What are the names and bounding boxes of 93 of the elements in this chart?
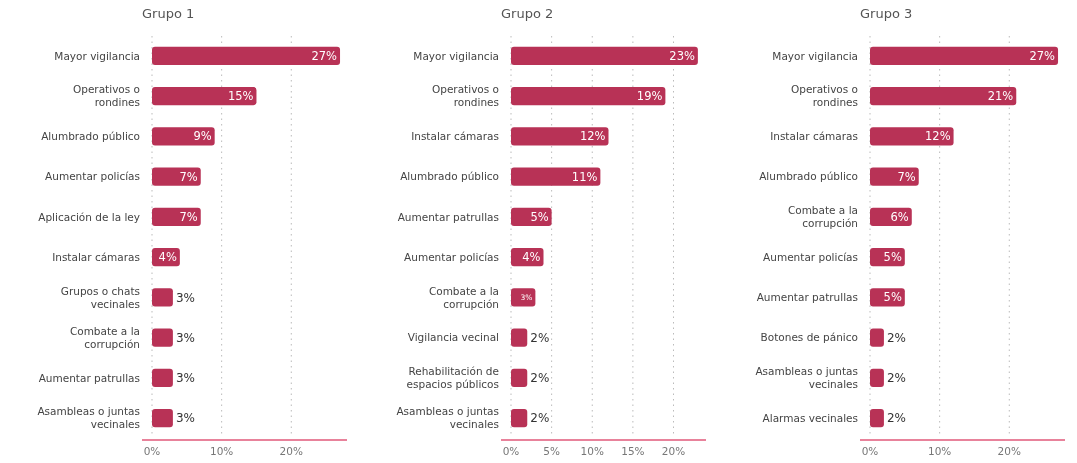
data-label: 9%: [193, 129, 212, 144]
x-tick-label: 0%: [143, 445, 161, 457]
data-label: 3%: [175, 411, 195, 426]
y-tick-label: Aumentar patrullas: [397, 210, 499, 223]
data-label: 5%: [883, 250, 902, 265]
data-label: 4%: [158, 250, 177, 265]
data-label: 2%: [886, 411, 906, 426]
data-label: 12%: [925, 129, 951, 144]
data-label: 5%: [530, 209, 549, 224]
bar: [152, 46, 341, 65]
bar: [511, 87, 666, 106]
bar: [870, 409, 884, 428]
y-tick-label: Instalar cámaras: [411, 130, 499, 143]
y-tick-label: Mayor vigilancia: [413, 49, 499, 62]
y-tick-label: Grupos o chats vecinales: [60, 284, 140, 310]
y-tick-label: Asambleas o juntas vecinales: [396, 405, 499, 431]
y-tick-label: Asambleas o juntas vecinales: [37, 405, 140, 431]
y-tick-label: Operativos o rondines: [790, 83, 858, 109]
bar: [152, 368, 173, 387]
bar: [511, 46, 698, 65]
y-tick-label: Mayor vigilancia: [54, 49, 140, 62]
y-tick-label: Aumentar patrullas: [38, 371, 140, 384]
y-tick-label: Aumentar policías: [45, 170, 140, 183]
bar: [870, 46, 1059, 65]
y-tick-label: Asambleas o juntas vecinales: [755, 365, 858, 391]
y-tick-label: Mayor vigilancia: [772, 49, 858, 62]
data-label: 6%: [890, 209, 909, 224]
bar: [870, 87, 1017, 106]
data-label: 2%: [886, 330, 906, 345]
data-label: 21%: [987, 89, 1014, 104]
y-tick-label: Rehabilitación de espacios públicos: [406, 365, 499, 391]
x-tick-label: 0%: [861, 445, 879, 457]
bar: [870, 368, 884, 387]
y-tick-label: Botones de pánico: [760, 331, 858, 344]
bar: [870, 127, 954, 146]
bar: [511, 127, 609, 146]
y-tick-label: Alarmas vecinales: [762, 411, 858, 424]
x-tick-label: 20%: [997, 445, 1021, 457]
data-label: 3%: [175, 371, 195, 386]
data-label: 11%: [571, 169, 598, 184]
x-tick-label: 0%: [502, 445, 520, 457]
data-label: 3%: [175, 290, 195, 305]
data-label: 12%: [579, 129, 606, 144]
y-tick-label: Aumentar patrullas: [756, 291, 858, 304]
data-label: 5%: [883, 290, 902, 305]
chart-title: Grupo 3: [860, 6, 913, 21]
y-tick-label: Alumbrado público: [41, 130, 140, 143]
bar: [511, 167, 601, 186]
data-label: 7%: [897, 169, 916, 184]
bar: [152, 127, 215, 146]
x-tick-label: 10%: [209, 445, 234, 457]
y-tick-label: Combate a la corrupción: [787, 204, 858, 230]
x-tick-label: 10%: [580, 445, 604, 457]
y-tick-label: Operativos o rondines: [72, 83, 140, 109]
data-label: 27%: [311, 48, 338, 63]
chart-title: Grupo 2: [501, 6, 554, 21]
y-tick-label: Alumbrado público: [400, 170, 499, 183]
data-label: 19%: [636, 89, 663, 104]
y-tick-label: Aumentar policías: [763, 250, 858, 263]
y-tick-label: Vigilancia vecinal: [407, 331, 499, 344]
data-label: 3%: [175, 330, 195, 345]
bar: [152, 87, 257, 106]
data-label: 2%: [530, 330, 550, 345]
chart-title: Grupo 1: [142, 6, 195, 21]
y-tick-label: Operativos o rondines: [431, 83, 499, 109]
bar: [511, 328, 528, 347]
data-label: 4%: [522, 250, 541, 265]
y-tick-label: Aumentar policías: [404, 250, 499, 263]
y-tick-label: Alumbrado público: [759, 170, 858, 183]
y-tick-label: Instalar cámaras: [52, 250, 140, 263]
y-tick-label: Combate a la corrupción: [69, 324, 140, 350]
bar: [511, 409, 528, 428]
x-tick-label: 10%: [927, 445, 952, 457]
data-label: 27%: [1029, 48, 1056, 63]
bar: [152, 288, 173, 307]
data-label: 2%: [530, 371, 550, 386]
data-label: 7%: [179, 169, 198, 184]
data-label: 15%: [227, 89, 254, 104]
data-label: 2%: [886, 371, 906, 386]
bar: [870, 328, 884, 347]
data-label: 23%: [669, 48, 695, 63]
x-tick-label: 20%: [279, 445, 303, 457]
x-tick-label: 5%: [543, 445, 560, 457]
x-tick-label: 20%: [661, 445, 686, 457]
y-tick-label: Instalar cámaras: [770, 130, 858, 143]
y-tick-label: Combate a la corrupción: [428, 284, 499, 310]
bar: [152, 328, 173, 347]
y-tick-label: Aplicación de la ley: [38, 210, 140, 223]
bar: [511, 368, 528, 387]
x-tick-label: 15%: [621, 445, 645, 457]
data-label: 2%: [530, 411, 550, 426]
bar: [152, 409, 173, 428]
data-label: 7%: [179, 209, 198, 224]
